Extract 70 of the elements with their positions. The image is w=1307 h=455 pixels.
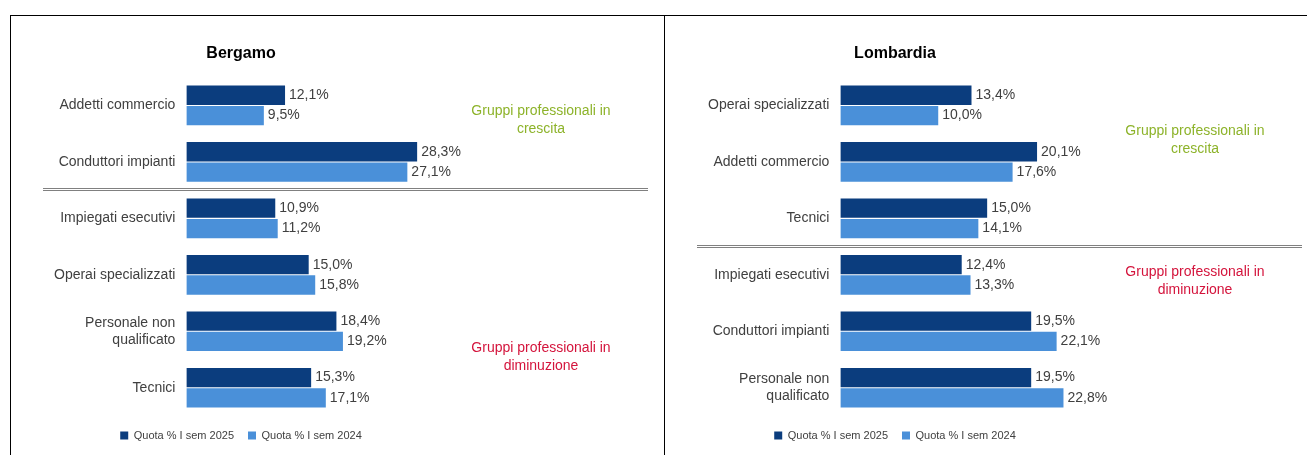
y-tick-label: Operai specializzati — [708, 96, 830, 113]
bar — [840, 218, 979, 239]
y-tick-label: Operai specializzati — [54, 265, 176, 282]
y-tick-label: Personale non qualificato — [85, 313, 176, 347]
bar — [186, 388, 326, 408]
y-tick-label: Addetti commercio — [713, 152, 830, 169]
bar — [186, 198, 276, 218]
bar — [840, 275, 971, 295]
data-label: 19,5% — [1035, 312, 1075, 328]
text: Gruppi professionali in crescita — [1124, 121, 1266, 157]
data-label: 19,2% — [346, 332, 387, 349]
bar — [840, 85, 972, 105]
data-label: 15,0% — [991, 199, 1031, 216]
bar — [840, 388, 1064, 408]
chart-title: Lombardia — [854, 44, 936, 62]
legend-label: Quota % I sem 2024 — [261, 428, 362, 441]
legend-label: Quota % I sem 2025 — [133, 428, 234, 441]
data-label: 15,3% — [315, 368, 355, 385]
legend-label: Quota % I sem 2024 — [915, 428, 1016, 441]
data-label: 11,2% — [281, 219, 321, 236]
y-tick-label: Impiegati esecutivi — [60, 209, 176, 226]
data-label: 14,1% — [982, 219, 1023, 236]
bar — [840, 105, 939, 126]
bar — [186, 311, 337, 331]
bar — [840, 198, 988, 218]
bar — [840, 311, 1032, 331]
data-label: 22,8% — [1067, 388, 1108, 405]
bar — [186, 218, 278, 239]
data-label: 17,6% — [1016, 162, 1057, 179]
data-label: 27,1% — [411, 162, 452, 179]
data-label: 13,3% — [974, 275, 1015, 292]
data-label: 18,4% — [340, 312, 381, 328]
bar — [186, 275, 316, 295]
data-label: 20,1% — [1041, 142, 1081, 159]
data-label: 10,9% — [279, 199, 319, 216]
bar — [840, 367, 1032, 388]
data-label: 12,4% — [965, 255, 1006, 272]
y-tick-label: Personale non qualificato — [739, 370, 830, 404]
bar — [186, 331, 343, 352]
y-tick-label: Addetti commercio — [59, 96, 176, 113]
data-label: 15,0% — [312, 255, 353, 272]
bar — [186, 105, 264, 126]
data-label: 28,3% — [421, 142, 461, 159]
bar — [840, 331, 1057, 352]
bar — [840, 162, 1013, 182]
text: Gruppi professionali in diminuzione — [470, 338, 612, 374]
data-label: 22,1% — [1060, 332, 1101, 349]
legend-label: Quota % I sem 2025 — [787, 428, 888, 441]
y-tick-label: Conduttori impianti — [712, 322, 830, 339]
y-tick-label: Impiegati esecutivi — [714, 265, 830, 282]
text: Gruppi professionali in diminuzione — [1124, 262, 1266, 298]
data-label: 10,0% — [942, 106, 982, 123]
y-tick-label: Conduttori impianti — [58, 152, 176, 169]
data-label: 13,4% — [975, 86, 1016, 103]
bar — [186, 162, 408, 182]
data-label: 12,1% — [289, 86, 329, 103]
text: Gruppi professionali in crescita — [470, 101, 612, 137]
data-label: 19,5% — [1035, 368, 1075, 385]
data-label: 17,1% — [329, 388, 370, 405]
bar — [186, 142, 418, 162]
data-label: 9,5% — [267, 106, 300, 123]
bar — [186, 367, 312, 388]
y-tick-label: Tecnici — [132, 378, 176, 395]
bar — [840, 255, 962, 275]
y-tick-label: Tecnici — [786, 209, 830, 226]
data-label: 15,8% — [319, 275, 359, 292]
bar — [186, 85, 286, 105]
chart-title: Bergamo — [206, 44, 276, 62]
bar — [840, 142, 1038, 162]
bar — [186, 255, 309, 275]
